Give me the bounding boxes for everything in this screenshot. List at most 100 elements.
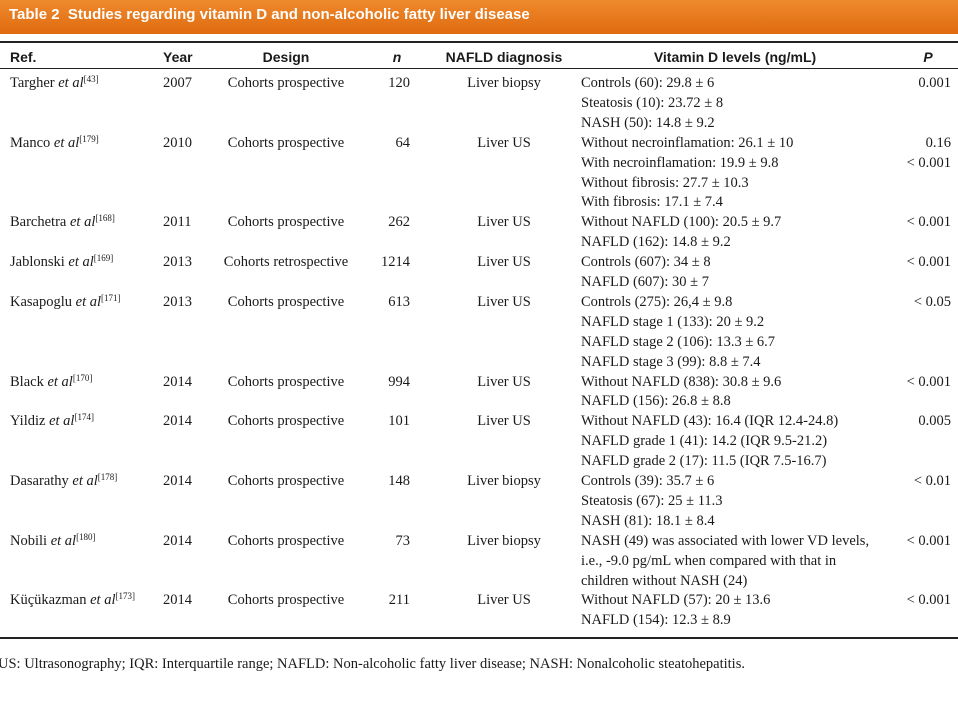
cell-diagnosis: Liver US — [477, 293, 531, 310]
cell-diagnosis: Liver US — [477, 413, 531, 430]
vitamin-d-level: i.e., -9.0 pg/mL when compared with that… — [581, 552, 837, 569]
vitamin-d-level: NAFLD (162): 14.8 ± 9.2 — [581, 234, 731, 251]
cell-year: 2014 — [163, 413, 192, 430]
top-rule — [0, 41, 958, 43]
ref-citation: [174] — [74, 412, 94, 423]
ref-cell: Kasapoglu et al[171] — [10, 292, 121, 312]
p-value: < 0.001 — [906, 373, 951, 390]
vitamin-d-level: Controls (60): 29.8 ± 6 — [581, 75, 715, 91]
cell-diagnosis: Liver US — [477, 373, 531, 390]
ref-etal: et al — [49, 413, 75, 430]
cell-design: Cohorts prospective — [227, 134, 345, 151]
cell-year: 2007 — [163, 75, 192, 91]
ref-citation: [169] — [93, 253, 114, 264]
column-header: Vitamin D levels (ng/mL) — [653, 49, 817, 65]
cell-design: Cohorts prospective — [227, 214, 345, 231]
ref-author: Küçükazman — [10, 592, 87, 609]
title-bar: Table 2 Studies regarding vitamin D and … — [0, 0, 958, 34]
cell-diagnosis: Liver biopsy — [467, 532, 541, 549]
ref-cell: Dasarathy et al[178] — [10, 471, 117, 491]
cell-n: 64 — [395, 134, 411, 151]
ref-author: Jablonski — [10, 254, 65, 271]
vitamin-d-level: Without necroinflamation: 26.1 ± 10 — [581, 134, 794, 151]
ref-citation: [170] — [72, 372, 93, 383]
vitamin-d-level: NAFLD stage 2 (106): 13.3 ± 6.7 — [581, 333, 776, 350]
table-title: Table 2 Studies regarding vitamin D and … — [9, 6, 530, 23]
ref-author: Black — [10, 373, 44, 390]
p-value: < 0.001 — [906, 592, 951, 609]
ref-cell: Targher et al[43] — [10, 73, 99, 93]
vitamin-d-level: Controls (607): 34 ± 8 — [581, 254, 711, 271]
header-rule — [0, 68, 958, 69]
vitamin-d-level: NAFLD stage 3 (99): 8.8 ± 7.4 — [581, 353, 761, 370]
p-value: 0.16 — [925, 134, 951, 151]
column-header: Year — [163, 49, 193, 65]
cell-design: Cohorts prospective — [227, 473, 345, 489]
ref-citation: [173] — [115, 591, 136, 602]
cell-diagnosis: Liver US — [477, 214, 531, 231]
vitamin-d-level: NAFLD stage 1 (133): 20 ± 9.2 — [581, 313, 765, 330]
cell-year: 2011 — [163, 214, 192, 231]
column-header: Design — [262, 49, 310, 65]
column-header: P — [923, 49, 933, 65]
cell-n: 120 — [388, 75, 410, 91]
cell-year: 2014 — [163, 473, 192, 489]
ref-cell: Nobili et al[180] — [10, 531, 96, 551]
vitamin-d-level: With necroinflamation: 19.9 ± 9.8 — [581, 154, 779, 171]
ref-author: Dasarathy — [10, 473, 69, 489]
cell-diagnosis: Liver US — [477, 592, 531, 609]
ref-etal: et al — [90, 592, 116, 609]
vitamin-d-level: children without NASH (24) — [581, 572, 748, 589]
cell-year: 2014 — [163, 373, 192, 390]
ref-author: Barchetra — [10, 214, 67, 231]
p-value: < 0.05 — [913, 293, 951, 310]
cell-diagnosis: Liver biopsy — [467, 473, 541, 489]
ref-etal: et al — [68, 254, 94, 271]
column-header: Ref. — [10, 49, 37, 65]
ref-citation: [178] — [97, 472, 118, 482]
ref-citation: [43] — [83, 74, 99, 84]
ref-etal: et al — [58, 75, 84, 91]
column-header: n — [392, 49, 402, 65]
ref-citation: [168] — [95, 213, 115, 224]
ref-author: Kasapoglu — [10, 293, 73, 310]
p-value: < 0.001 — [906, 214, 951, 231]
vitamin-d-level: NASH (49) was associated with lower VD l… — [581, 532, 870, 549]
ref-citation: [179] — [79, 133, 99, 144]
ref-citation: [180] — [76, 531, 96, 542]
footnote: US: Ultrasonography; IQR: Interquartile … — [0, 656, 745, 672]
cell-design: Cohorts prospective — [227, 293, 345, 310]
cell-n: 211 — [388, 592, 410, 609]
ref-etal: et al — [72, 473, 98, 489]
cell-n: 148 — [388, 473, 410, 489]
cell-diagnosis: Liver biopsy — [467, 75, 541, 91]
cell-n: 1214 — [381, 254, 410, 271]
column-header: NAFLD diagnosis — [445, 49, 563, 65]
ref-etal: et al — [75, 293, 102, 310]
vitamin-d-level: Without NAFLD (100): 20.5 ± 9.7 — [581, 214, 782, 231]
vitamin-d-level: NAFLD (156): 26.8 ± 8.8 — [581, 393, 731, 410]
ref-etal: et al — [53, 134, 80, 151]
cell-n: 101 — [388, 413, 410, 430]
vitamin-d-level: Without fibrosis: 27.7 ± 10.3 — [581, 174, 749, 191]
vitamin-d-level: Without NAFLD (57): 20 ± 13.6 — [581, 592, 771, 609]
vitamin-d-level: Controls (275): 26,4 ± 9.8 — [581, 293, 733, 310]
vitamin-d-level: NAFLD (607): 30 ± 7 — [581, 274, 709, 290]
cell-n: 73 — [395, 532, 411, 549]
p-value: < 0.001 — [906, 532, 951, 549]
vitamin-d-level: Steatosis (10): 23.72 ± 8 — [581, 94, 724, 111]
bottom-rule — [0, 637, 958, 639]
ref-cell: Yildiz et al[174] — [10, 411, 94, 431]
cell-design: Cohorts prospective — [227, 413, 345, 430]
cell-n: 262 — [388, 214, 410, 231]
ref-author: Yildiz — [10, 413, 46, 430]
cell-design: Cohorts retrospective — [223, 254, 349, 271]
ref-etal: et al — [69, 214, 96, 231]
cell-year: 2014 — [163, 532, 192, 549]
ref-cell: Barchetra et al[168] — [10, 212, 115, 232]
ref-cell: Küçükazman et al[173] — [10, 590, 135, 610]
cell-design: Cohorts prospective — [227, 75, 345, 91]
vitamin-d-level: Without NAFLD (43): 16.4 (IQR 12.4-24.8) — [581, 413, 839, 430]
ref-cell: Jablonski et al[169] — [10, 252, 113, 272]
